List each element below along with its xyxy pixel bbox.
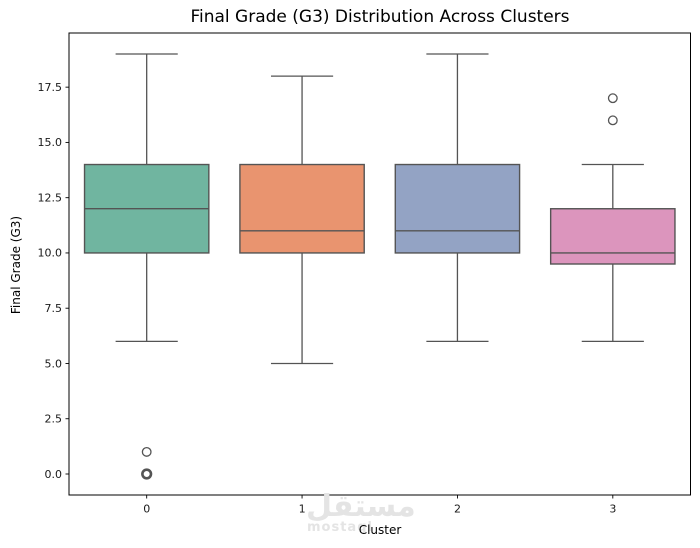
outlier-marker	[141, 468, 153, 480]
outlier-marker	[141, 446, 152, 457]
x-tick-label: 0	[143, 503, 150, 516]
watermark-arabic-text: مستقل	[306, 489, 416, 524]
y-tick-label: 2.5	[45, 413, 63, 426]
box-cluster-3	[549, 208, 676, 265]
x-tick-label: 3	[609, 503, 616, 516]
y-tick-label: 7.5	[45, 302, 63, 315]
plot-border	[68, 32, 691, 496]
x-tick-label: 2	[454, 503, 461, 516]
outlier-marker	[607, 115, 618, 126]
y-tick-label: 15.0	[38, 136, 63, 149]
y-tick-label: 5.0	[45, 357, 63, 370]
x-tick-label: 1	[299, 503, 306, 516]
y-tick-label: 0.0	[45, 468, 63, 481]
outlier-marker	[607, 93, 618, 104]
x-axis-label: Cluster	[358, 523, 402, 537]
y-tick-label: 12.5	[38, 191, 63, 204]
chart-title: Final Grade (G3) Distribution Across Clu…	[190, 7, 570, 27]
box-cluster-2	[394, 163, 521, 254]
watermark-latin-text: mostaql	[307, 520, 373, 535]
box-cluster-1	[239, 163, 365, 254]
y-tick-label: 10.0	[38, 247, 63, 260]
y-axis-label: Final Grade (G3)	[9, 215, 23, 315]
y-tick-label: 17.5	[38, 81, 63, 94]
